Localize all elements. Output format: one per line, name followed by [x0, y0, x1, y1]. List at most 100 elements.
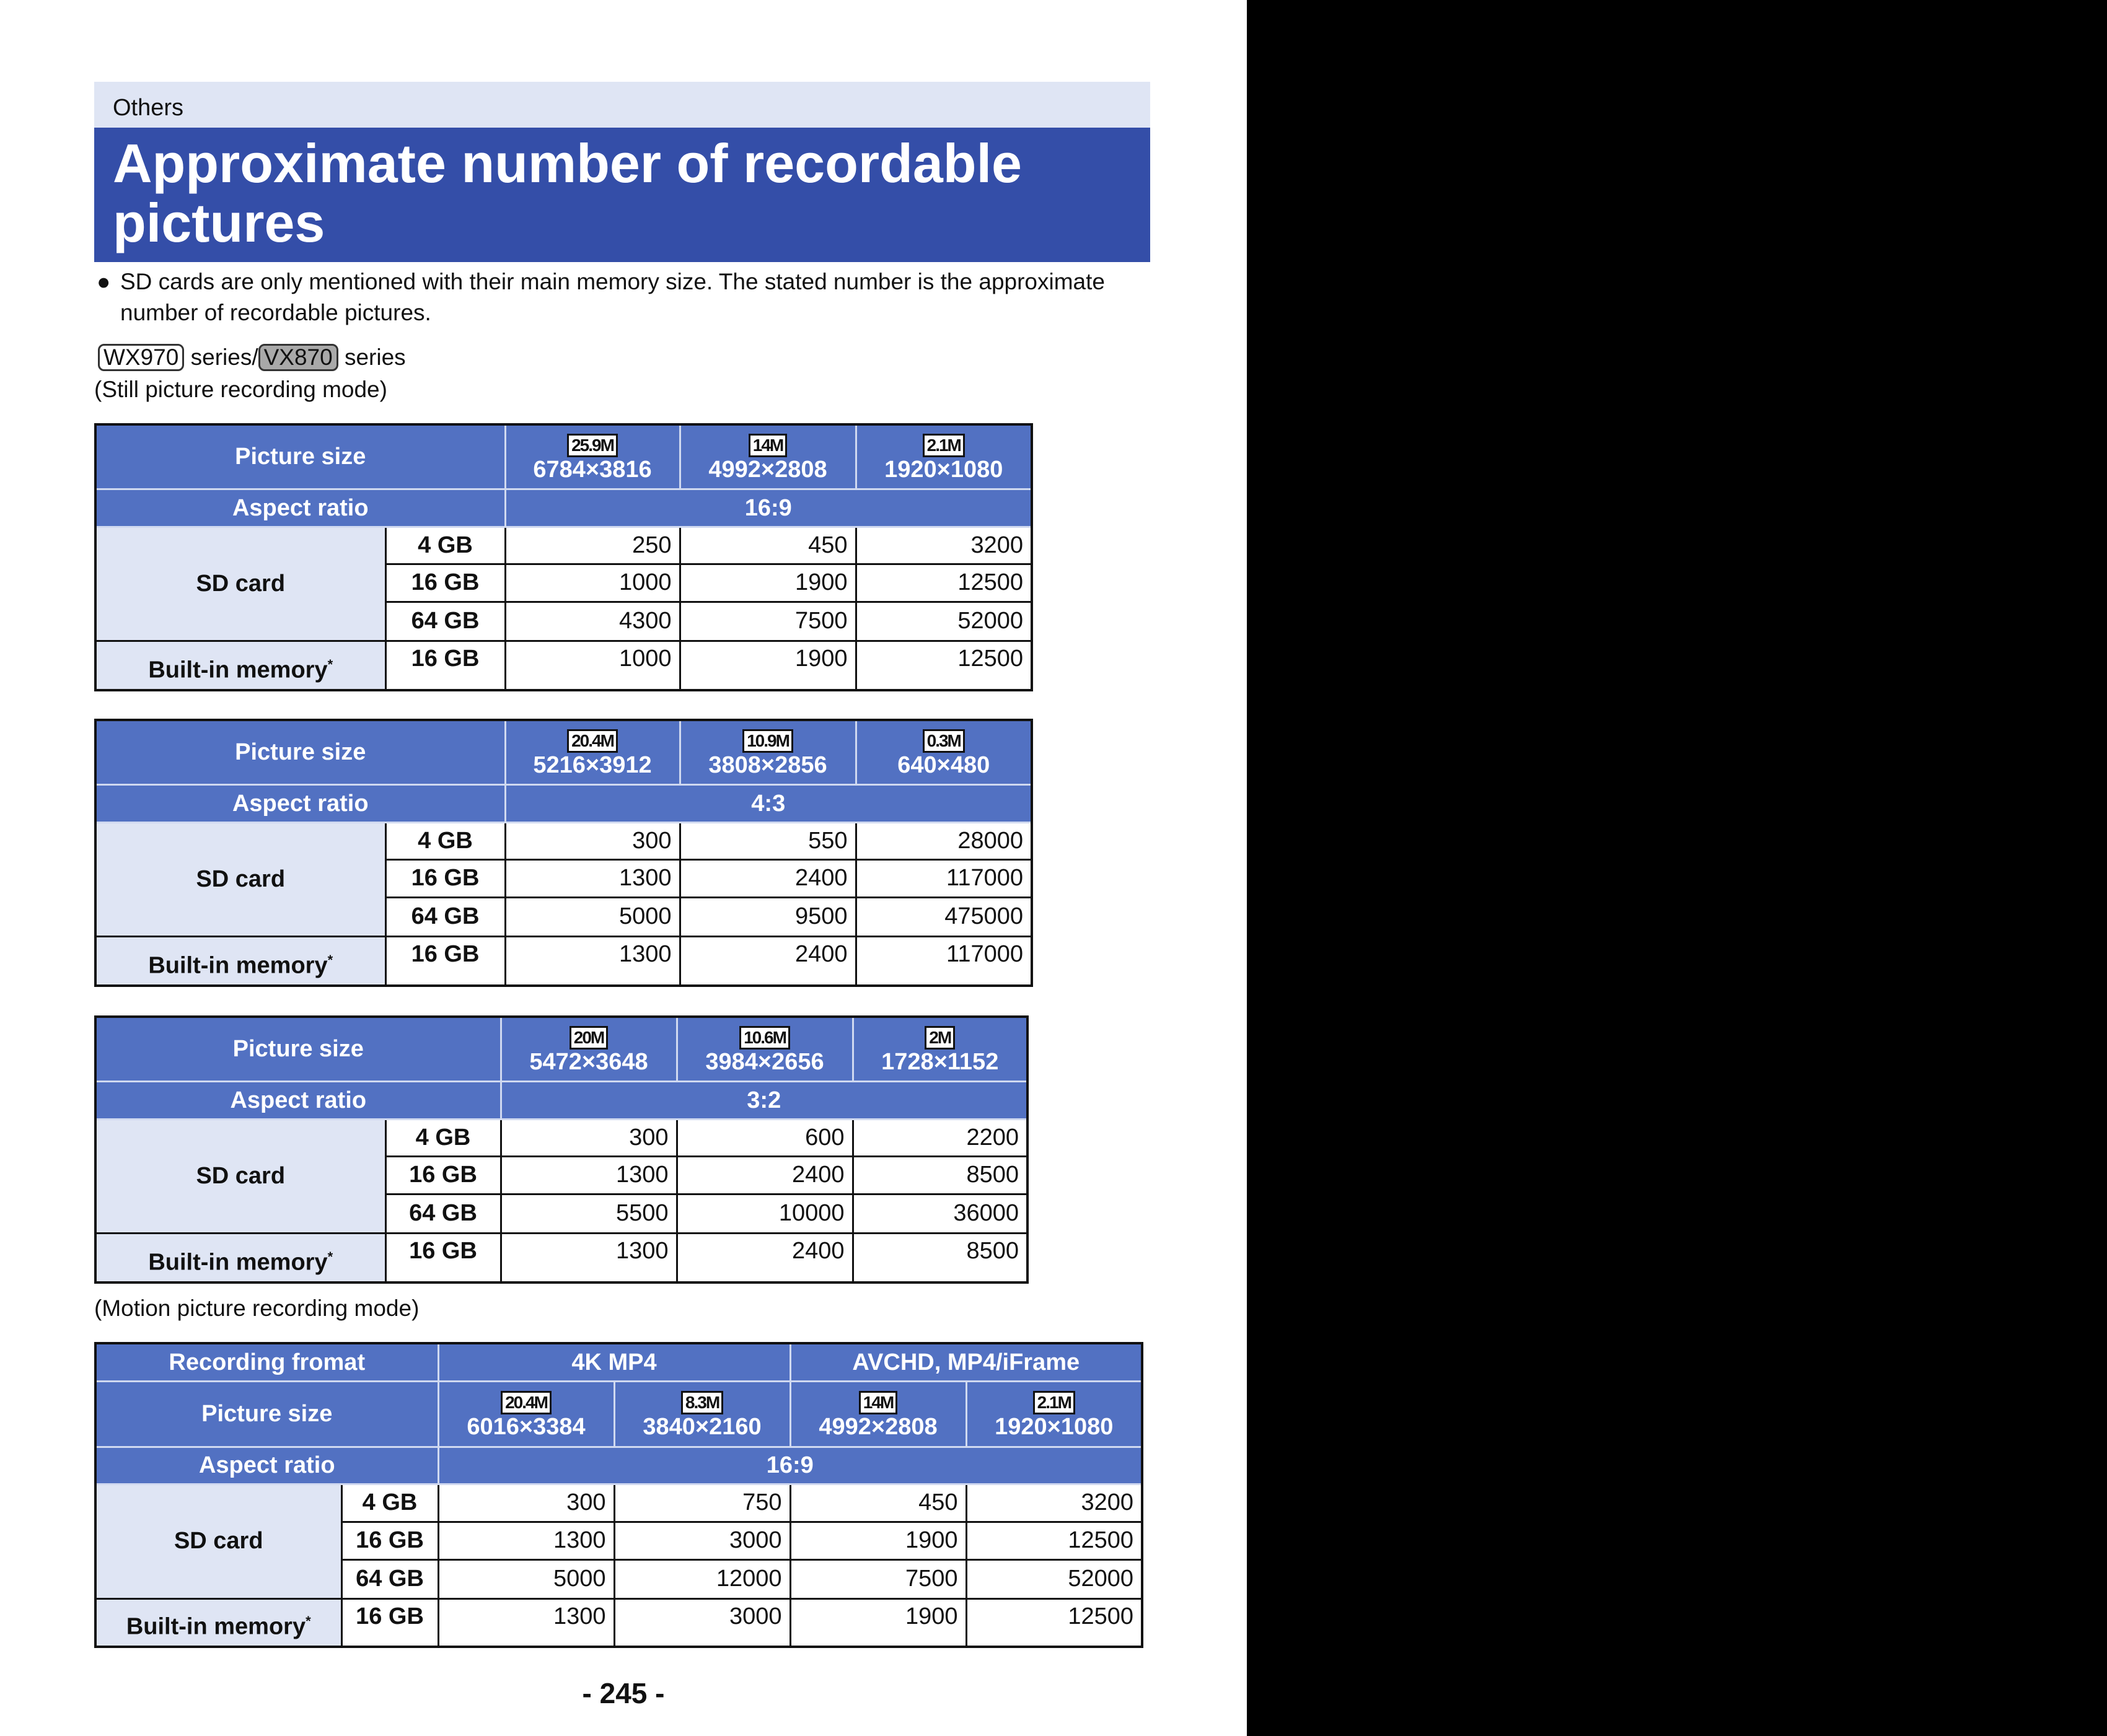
- footnote-mark: *: [327, 1249, 333, 1265]
- aspect-ratio-label: Aspect ratio: [94, 1080, 502, 1120]
- section-label: Others: [94, 82, 1150, 128]
- capacity: 64 GB: [384, 896, 506, 937]
- aspect-ratio-value: 4:3: [504, 783, 1033, 823]
- value-cell: 3200: [965, 1483, 1143, 1523]
- table-row: Built-in memory* 16 GB 1000 1900 12500: [94, 639, 1033, 691]
- recording-format-label: Recording fromat: [94, 1342, 439, 1382]
- value-cell: 12000: [613, 1558, 791, 1600]
- picture-dims: 640×480: [897, 752, 990, 779]
- value-cell: 300: [437, 1483, 615, 1523]
- table-row: SD card 4 GB 250 450 3200: [94, 525, 1033, 642]
- value-cell: 8500: [851, 1232, 1029, 1284]
- format-avchd: AVCHD, MP4/iFrame: [789, 1342, 1143, 1382]
- builtin-memory-label: Built-in memory*: [94, 639, 387, 691]
- page-title: Approximate number of recordable picture…: [94, 128, 1150, 262]
- still-picture-table: Picture size 20M 5472×3648 10.6M 3984×2656 2M…: [94, 1015, 1029, 1284]
- footnote-mark: *: [306, 1613, 311, 1629]
- picture-size-icon: 14M: [748, 434, 788, 458]
- model-tag-wx970: WX970: [98, 344, 185, 371]
- table-row: 64 GB 5500 10000 36000: [95, 1193, 1029, 1234]
- value-cell: 300: [499, 1118, 678, 1157]
- capacity: 16 GB: [384, 858, 506, 898]
- capacity: 16 GB: [384, 563, 506, 603]
- value-cell: 750: [613, 1483, 791, 1523]
- picture-size-cell: 2M 1728×1152: [851, 1015, 1029, 1082]
- value-cell: 250: [504, 525, 681, 565]
- value-cell: 28000: [855, 821, 1033, 861]
- value-cell: 12500: [855, 639, 1033, 691]
- footnote-mark: *: [327, 657, 333, 673]
- capacity: 64 GB: [340, 1558, 439, 1600]
- builtin-label-text: Built-in memory: [148, 953, 328, 979]
- value-cell: 1900: [679, 639, 857, 691]
- capacity: 4 GB: [384, 525, 506, 565]
- value-cell: 450: [679, 525, 857, 565]
- value-cell: 300: [504, 821, 681, 861]
- picture-size-cell: 14M 4992×2808: [789, 1380, 967, 1448]
- picture-size-cell: 20.4M 5216×3912: [504, 719, 681, 786]
- table-row: 16 GB 1000 1900 12500: [95, 563, 1033, 603]
- picture-size-label: Picture size: [94, 719, 506, 786]
- format-4k-mp4: 4K MP4: [437, 1342, 791, 1382]
- model-tag-vx870: VX870: [258, 344, 338, 371]
- value-cell: 36000: [851, 1193, 1029, 1234]
- still-picture-table: Picture size 20.4M 5216×3912 10.9M 3808×2856…: [94, 719, 1033, 987]
- table-row: Built-in memory* 16 GB 1300 2400 117000: [94, 935, 1033, 987]
- picture-dims: 5216×3912: [533, 752, 652, 779]
- capacity: 4 GB: [384, 821, 506, 861]
- picture-size-cell: 20M 5472×3648: [499, 1015, 678, 1082]
- capacity: 4 GB: [384, 1118, 502, 1157]
- picture-size-icon: 14M: [858, 1391, 898, 1414]
- sd-card-label: SD card: [94, 1483, 343, 1600]
- value-cell: 2400: [679, 858, 857, 898]
- capacity: 64 GB: [384, 1193, 502, 1234]
- value-cell: 1000: [504, 639, 681, 691]
- picture-size-icon: 20.4M: [501, 1391, 552, 1414]
- table-row: 64 GB 5000 9500 475000: [95, 896, 1033, 937]
- capacity: 16 GB: [384, 1155, 502, 1195]
- value-cell: 1300: [504, 935, 681, 987]
- table-row: Built-in memory* 16 GB 1300 3000 1900 12500: [94, 1597, 1143, 1648]
- picture-size-icon: 2.1M: [922, 434, 965, 458]
- picture-size-icon: 20M: [569, 1026, 609, 1050]
- builtin-label-text: Built-in memory: [126, 1614, 306, 1640]
- value-cell: 117000: [855, 935, 1033, 987]
- picture-dims: 6784×3816: [533, 457, 652, 483]
- picture-size-icon: 2.1M: [1032, 1391, 1075, 1414]
- table-row: 16 GB 1300 3000 1900 12500: [95, 1520, 1143, 1561]
- value-cell: 2400: [675, 1155, 854, 1195]
- series-line: WX970 series/VX870 series: [98, 342, 406, 373]
- picture-size-cell: 2.1M 1920×1080: [965, 1380, 1143, 1448]
- picture-size-cell: 10.6M 3984×2656: [675, 1015, 854, 1082]
- picture-size-icon: 2M: [925, 1026, 956, 1050]
- aspect-ratio-label: Aspect ratio: [94, 488, 506, 528]
- value-cell: 8500: [851, 1155, 1029, 1195]
- capacity: 16 GB: [384, 639, 506, 691]
- series-suffix: series: [338, 344, 406, 370]
- table-row: SD card 4 GB 300 750 450 3200: [94, 1483, 1143, 1600]
- aspect-ratio-label: Aspect ratio: [94, 783, 506, 823]
- table-row: 16 GB 1300 2400 117000: [95, 858, 1033, 898]
- value-cell: 52000: [965, 1558, 1143, 1600]
- value-cell: 1900: [789, 1597, 967, 1648]
- aspect-ratio-label: Aspect ratio: [94, 1445, 439, 1485]
- picture-size-label: Picture size: [94, 423, 506, 490]
- page-number: - 245 -: [582, 1677, 665, 1709]
- picture-dims: 1728×1152: [881, 1049, 999, 1076]
- value-cell: 550: [679, 821, 857, 861]
- picture-size-icon: 8.3M: [680, 1391, 724, 1414]
- capacity: 64 GB: [384, 600, 506, 642]
- value-cell: 450: [789, 1483, 967, 1523]
- motion-mode-label: (Motion picture recording mode): [94, 1295, 420, 1321]
- note-text: SD cards are only mentioned with their m…: [120, 269, 1105, 325]
- still-mode-label: (Still picture recording mode): [94, 377, 387, 402]
- value-cell: 5000: [504, 896, 681, 937]
- picture-size-label: Picture size: [94, 1015, 502, 1082]
- builtin-label-text: Built-in memory: [148, 657, 328, 683]
- value-cell: 3200: [855, 525, 1033, 565]
- value-cell: 7500: [679, 600, 857, 642]
- aspect-ratio-value: 16:9: [504, 488, 1033, 528]
- value-cell: 5500: [499, 1193, 678, 1234]
- builtin-memory-label: Built-in memory*: [94, 935, 387, 987]
- sd-card-label: SD card: [94, 821, 387, 937]
